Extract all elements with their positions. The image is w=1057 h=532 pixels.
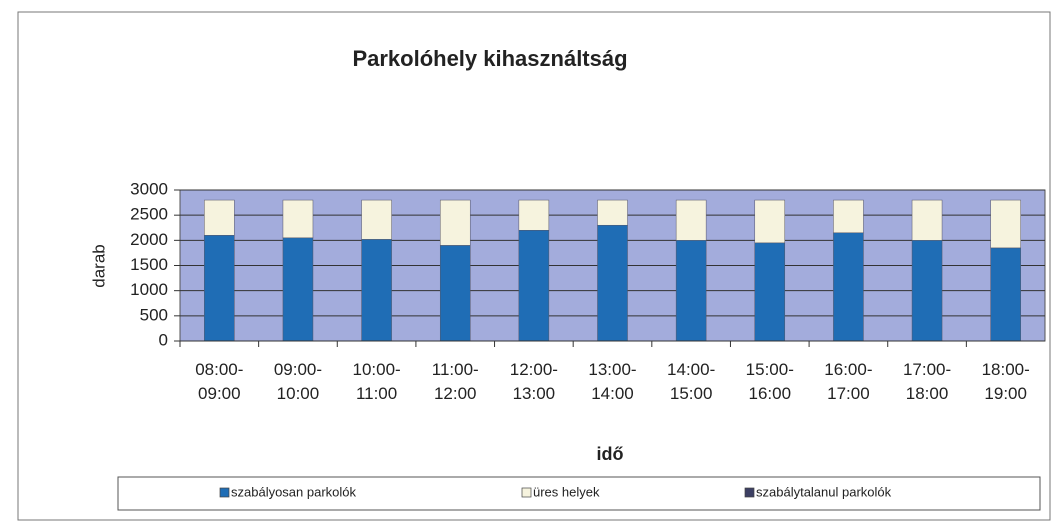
x-axis-label: idő: [597, 444, 624, 464]
bar-segment: [990, 247, 1021, 342]
bar-segment: [439, 245, 471, 342]
y-tick-label: 3000: [130, 179, 168, 198]
x-tick-label: 18:00-19:00: [982, 360, 1030, 403]
bar-segment: [204, 235, 235, 342]
y-tick-label: 2500: [130, 205, 168, 224]
x-tick-label: 09:00-10:00: [274, 360, 322, 403]
bar-segment: [597, 199, 628, 226]
legend-swatch: [521, 487, 532, 498]
bar-segment: [675, 199, 707, 241]
bar-segment: [597, 224, 628, 342]
legend-box: [117, 476, 1041, 511]
bar-segment: [204, 199, 235, 236]
y-tick-label: 1500: [130, 255, 168, 274]
y-tick-label: 1000: [130, 280, 168, 299]
y-tick-label: 2000: [130, 230, 168, 249]
legend-label: szabályosan parkolók: [231, 484, 357, 499]
bar-segment: [282, 237, 314, 342]
bar-segment: [675, 240, 707, 342]
legend-swatch: [744, 487, 755, 498]
bar-segment: [911, 199, 943, 241]
x-tick-label: 15:00-16:00: [746, 360, 794, 403]
x-tick-label: 12:00-13:00: [510, 360, 558, 403]
bar-segment: [361, 199, 392, 240]
bar-segment: [911, 240, 943, 342]
legend-label: üres helyek: [533, 484, 600, 499]
x-tick-label: 13:00-14:00: [588, 360, 636, 403]
x-tick-label: 10:00-11:00: [352, 360, 400, 403]
y-tick-label: 0: [159, 330, 168, 349]
bar-segment: [833, 232, 864, 342]
x-tick-label: 11:00-12:00: [432, 360, 479, 403]
bar-segment: [282, 199, 314, 239]
bar-segment: [361, 239, 392, 342]
bar-segment: [990, 199, 1021, 249]
legend-label: szabálytalanul parkolók: [756, 484, 892, 499]
x-tick-label: 16:00-17:00: [824, 360, 872, 403]
chart-title: Parkolóhely kihasználtság: [352, 46, 627, 71]
legend-swatch: [219, 487, 230, 498]
x-tick-label: 08:00-09:00: [195, 360, 243, 403]
bar-segment: [518, 199, 550, 231]
y-axis-label: darab: [89, 244, 108, 287]
y-tick-label: 500: [140, 305, 168, 324]
bar-segment: [833, 199, 864, 234]
x-tick-label: 14:00-15:00: [667, 360, 715, 403]
bar-segment: [754, 242, 786, 342]
bar-segment: [518, 230, 550, 342]
x-tick-label: 17:00-18:00: [903, 360, 951, 403]
bar-segment: [439, 199, 471, 246]
bar-segment: [754, 199, 786, 244]
